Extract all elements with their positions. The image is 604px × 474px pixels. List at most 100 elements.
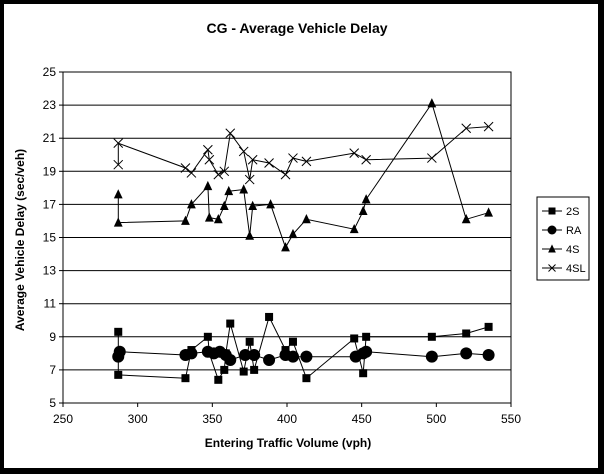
y-tick-label: 13 [43,264,57,278]
data-point-2s [181,374,190,383]
chart-title: CG - Average Vehicle Delay [206,20,387,36]
series-line-4s [117,102,489,249]
data-point-4sl [247,154,258,165]
data-point-ra [185,347,198,360]
legend-marker-2s [548,207,556,215]
data-point-2s [245,337,254,346]
data-point-4s [113,189,123,199]
data-point-2s [302,374,311,383]
data-point-4s [248,200,258,211]
data-point-2s [250,365,259,374]
y-tick-label: 9 [49,330,56,344]
data-point-4sl [202,144,213,155]
legend-marker-4sl [548,264,556,272]
line-chart: CG - Average Vehicle Delay Average Vehic… [13,20,590,450]
series-4s [113,98,493,252]
data-point-2s [362,332,371,341]
data-point-4sl [113,138,124,149]
data-point-2s [288,337,297,346]
data-point-4sl [213,169,224,180]
x-tick-label: 250 [53,412,73,426]
legend-marker-ra [547,225,557,235]
data-point-4sl [113,159,124,170]
x-tick-label: 450 [352,412,372,426]
legend-label-4sl: 4SL [566,263,586,275]
data-point-ra [248,349,261,362]
x-tick-label: 500 [426,412,446,426]
data-point-2s [114,327,123,336]
data-point-ra [286,350,299,363]
y-tick-label: 25 [43,65,57,79]
data-point-4sl [301,156,312,167]
data-point-2s [462,329,471,338]
data-point-4sl [180,163,191,173]
data-point-2s [265,312,274,321]
data-point-2s [220,365,229,374]
data-point-ra [224,353,237,366]
data-point-4s [219,200,229,211]
data-point-2s [350,334,359,343]
legend-label-ra: RA [566,225,582,237]
data-point-4s [461,214,471,224]
series-4sl [113,121,494,185]
legend-label-4s: 4S [566,244,579,256]
x-tick-label: 300 [128,412,148,426]
data-point-4sl [186,168,197,178]
y-axis-label: Average Vehicle Delay (sec/veh) [13,149,27,331]
data-point-4sl [461,123,472,134]
y-tick-label: 19 [43,164,57,178]
data-point-4s [224,185,234,196]
data-point-4s [113,217,123,227]
data-point-4s [204,212,214,222]
x-tick-label: 550 [501,412,521,426]
chart-area: CG - Average Vehicle Delay Average Vehic… [4,4,598,468]
data-point-4sl [349,148,360,158]
data-point-4s [484,207,493,217]
data-point-4s [361,194,371,204]
data-point-4s [302,214,311,224]
data-point-ra [113,345,126,358]
data-point-4s [288,228,298,239]
data-point-2s [114,370,123,379]
y-tick-label: 7 [49,363,56,377]
x-tick-label: 400 [277,412,297,426]
y-tick-label: 11 [44,297,57,311]
data-point-2s [214,375,223,384]
y-tick-label: 23 [43,98,57,112]
y-tick-label: 21 [43,131,57,145]
data-point-4sl [483,121,494,132]
y-tick-label: 5 [49,396,56,410]
data-point-ra [263,353,276,366]
data-point-2s [484,322,493,331]
data-point-4s [181,215,190,225]
data-point-4s [281,242,290,252]
data-point-ra [425,350,438,363]
data-point-4sl [204,154,215,165]
series-ra [112,345,495,366]
data-point-ra [482,349,495,362]
data-point-4s [349,223,359,234]
data-point-ra [300,350,313,363]
data-point-4s [358,205,368,215]
data-point-4s [187,199,196,209]
data-point-4sl [280,169,291,180]
data-point-2s [203,332,212,341]
legend-label-2s: 2S [566,206,579,218]
data-point-4sl [361,154,372,165]
data-point-4s [245,230,255,240]
series-2s [114,312,493,384]
data-point-4sl [238,146,249,157]
data-point-4sl [426,153,437,163]
legend-marker-4s [548,244,556,253]
data-point-4sl [288,153,298,163]
data-point-4s [266,199,275,209]
data-point-ra [460,347,473,360]
data-point-ra [239,349,252,362]
data-point-ra [360,345,373,358]
data-point-4s [213,214,223,224]
data-point-2s [226,319,235,328]
data-point-2s [427,332,436,341]
data-point-4sl [264,158,274,168]
x-axis-label: Entering Traffic Volume (vph) [205,436,371,450]
data-point-4s [427,98,437,108]
